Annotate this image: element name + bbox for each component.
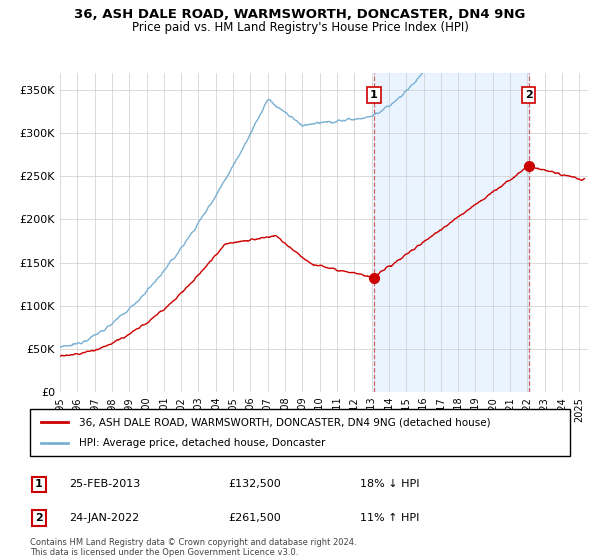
Text: 24-JAN-2022: 24-JAN-2022 (69, 513, 139, 523)
Text: 36, ASH DALE ROAD, WARMSWORTH, DONCASTER, DN4 9NG: 36, ASH DALE ROAD, WARMSWORTH, DONCASTER… (74, 8, 526, 21)
Text: Contains HM Land Registry data © Crown copyright and database right 2024.
This d: Contains HM Land Registry data © Crown c… (30, 538, 356, 557)
FancyBboxPatch shape (30, 409, 570, 456)
Text: 18% ↓ HPI: 18% ↓ HPI (360, 479, 419, 489)
Text: £261,500: £261,500 (228, 513, 281, 523)
Text: £132,500: £132,500 (228, 479, 281, 489)
Bar (374, 73, 529, 392)
Text: 25-FEB-2013: 25-FEB-2013 (69, 479, 140, 489)
Text: 1: 1 (370, 90, 378, 100)
Text: 1: 1 (35, 479, 43, 489)
Text: 2: 2 (35, 513, 43, 523)
Text: HPI: Average price, detached house, Doncaster: HPI: Average price, detached house, Donc… (79, 438, 325, 448)
Text: Price paid vs. HM Land Registry's House Price Index (HPI): Price paid vs. HM Land Registry's House … (131, 21, 469, 34)
Text: 36, ASH DALE ROAD, WARMSWORTH, DONCASTER, DN4 9NG (detached house): 36, ASH DALE ROAD, WARMSWORTH, DONCASTER… (79, 417, 490, 427)
Text: 2: 2 (525, 90, 532, 100)
Text: 11% ↑ HPI: 11% ↑ HPI (360, 513, 419, 523)
